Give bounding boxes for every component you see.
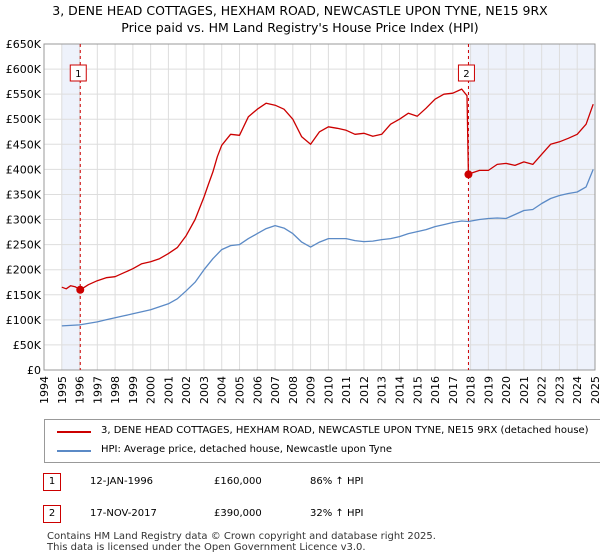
chart-title: 3, DENE HEAD COTTAGES, HEXHAM ROAD, NEWC…: [52, 3, 548, 18]
x-tick-label: 2006: [251, 376, 264, 404]
x-tick-label: 2010: [322, 376, 335, 404]
legend-swatch-property: [57, 431, 91, 433]
x-tick-label: 1999: [127, 376, 140, 404]
plot-frame: [43, 43, 596, 371]
x-tick-label: 2000: [145, 376, 158, 404]
x-tick-label: 2024: [571, 376, 584, 404]
y-tick-label: £650K: [6, 38, 42, 51]
y-tick-label: £450K: [6, 138, 42, 151]
y-tick-label: £200K: [6, 264, 42, 277]
shaded-region: [61, 44, 81, 370]
hpi-line: [61, 169, 594, 327]
x-tick-label: 2022: [536, 376, 549, 404]
x-tick-label: 2004: [216, 376, 229, 404]
transaction-row: 1 12-JAN-1996 £160,000 86% ↑ HPI: [0, 473, 600, 495]
sale-marker-label: 2: [463, 69, 469, 80]
x-tick-label: 2025: [589, 376, 600, 404]
sale-marker-box: [69, 64, 87, 82]
footer-copyright: Contains HM Land Registry data © Crown c…: [47, 531, 436, 542]
sale-marker-box: [457, 64, 475, 82]
x-tick-label: 1996: [74, 376, 87, 404]
x-tick-label: 2012: [358, 376, 371, 404]
transaction-badge: 2: [43, 505, 61, 523]
y-tick-label: £150K: [6, 289, 42, 302]
transaction-hpi-change: 86% ↑ HPI: [310, 476, 364, 487]
x-tick-label: 2013: [376, 376, 389, 404]
sale-marker-label: 1: [75, 69, 81, 80]
footer-license: This data is licensed under the Open Gov…: [47, 542, 366, 553]
x-tick-label: 2018: [465, 376, 478, 404]
y-tick-label: £500K: [6, 113, 42, 126]
transaction-date: 12-JAN-1996: [90, 476, 154, 487]
transaction-badge: 1: [43, 473, 61, 491]
price-chart: £0 £50K £100K £150K £200K £250K £300K £350K £400…: [6, 38, 600, 404]
x-tick-label: 1995: [56, 376, 69, 404]
transaction-row: 2 17-NOV-2017 £390,000 32% ↑ HPI: [0, 505, 600, 527]
x-tick-label: 2019: [482, 376, 495, 404]
legend-swatch-hpi: [57, 450, 91, 452]
transaction-hpi-change: 32% ↑ HPI: [310, 508, 364, 519]
y-tick-label: £50K: [13, 339, 42, 352]
x-tick-label: 2005: [234, 376, 247, 404]
x-tick-label: 2020: [500, 376, 513, 404]
x-tick-label: 2017: [447, 376, 460, 404]
y-tick-label: £300K: [6, 214, 42, 227]
x-tick-label: 2002: [180, 376, 193, 404]
x-tick-label: 2015: [411, 376, 424, 404]
x-tick-label: 1994: [38, 376, 51, 404]
x-tick-label: 2009: [305, 376, 318, 404]
transaction-price: £160,000: [214, 476, 262, 487]
x-tick-label: 2011: [340, 376, 353, 404]
chart-subtitle: Price paid vs. HM Land Registry's House …: [121, 20, 479, 35]
x-tick-label: 2008: [287, 376, 300, 404]
x-tick-label: 2016: [429, 376, 442, 404]
x-tick-label: 2023: [553, 376, 566, 404]
x-tick-label: 2003: [198, 376, 211, 404]
legend-label-property: 3, DENE HEAD COTTAGES, HEXHAM ROAD, NEWC…: [101, 425, 589, 436]
y-tick-label: £350K: [6, 188, 42, 201]
x-tick-label: 2021: [518, 376, 531, 404]
transaction-date: 17-NOV-2017: [90, 508, 157, 519]
y-tick-label: £400K: [6, 163, 42, 176]
y-tick-label: £550K: [6, 88, 42, 101]
y-tick-label: £100K: [6, 314, 42, 327]
shaded-region: [468, 44, 595, 370]
y-tick-label: £250K: [6, 239, 42, 252]
transaction-price: £390,000: [214, 508, 262, 519]
chart-legend: 3, DENE HEAD COTTAGES, HEXHAM ROAD, NEWC…: [44, 419, 600, 463]
x-tick-label: 1997: [91, 376, 104, 404]
sale-point: [76, 285, 85, 294]
x-tick-label: 2001: [162, 376, 175, 404]
x-tick-label: 2014: [393, 376, 406, 404]
y-tick-label: £600K: [6, 63, 42, 76]
legend-label-hpi: HPI: Average price, detached house, Newc…: [101, 444, 393, 455]
x-tick-label: 1998: [109, 376, 122, 404]
x-tick-label: 2007: [269, 376, 282, 404]
legend-item-property: 3, DENE HEAD COTTAGES, HEXHAM ROAD, NEWC…: [45, 424, 600, 440]
sale-point: [464, 170, 473, 179]
y-tick-label: £0: [27, 364, 41, 377]
property-price-line: [61, 88, 594, 291]
